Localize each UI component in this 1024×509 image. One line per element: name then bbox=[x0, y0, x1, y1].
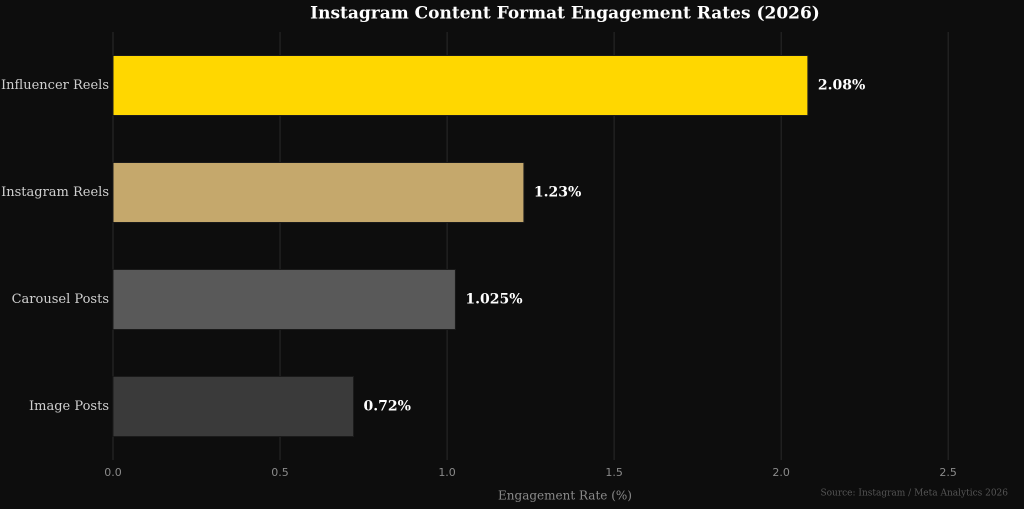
value-label: 0.72% bbox=[364, 399, 411, 415]
y-tick-label: Instagram Reels bbox=[1, 185, 109, 200]
source-note: Source: Instagram / Meta Analytics 2026 bbox=[820, 489, 1008, 499]
bar bbox=[112, 376, 355, 437]
x-tick-label: 2.5 bbox=[939, 466, 957, 479]
x-tick-label: 0.5 bbox=[271, 466, 289, 479]
value-label: 1.23% bbox=[534, 185, 581, 201]
x-axis-label: Engagement Rate (%) bbox=[498, 489, 632, 503]
value-label: 2.08% bbox=[818, 78, 865, 94]
x-tick-label: 0.0 bbox=[104, 466, 122, 479]
y-tick-label: Image Posts bbox=[29, 399, 109, 414]
bar bbox=[112, 162, 525, 223]
chart-title: Instagram Content Format Engagement Rate… bbox=[310, 4, 820, 24]
y-tick-label: Carousel Posts bbox=[12, 292, 109, 307]
y-tick-label: Influencer Reels bbox=[1, 78, 109, 93]
value-label: 1.025% bbox=[465, 292, 522, 308]
x-tick-label: 2.0 bbox=[772, 466, 790, 479]
bar bbox=[112, 269, 456, 330]
bar bbox=[112, 55, 809, 116]
x-tick-label: 1.0 bbox=[438, 466, 456, 479]
x-tick-label: 1.5 bbox=[605, 466, 623, 479]
